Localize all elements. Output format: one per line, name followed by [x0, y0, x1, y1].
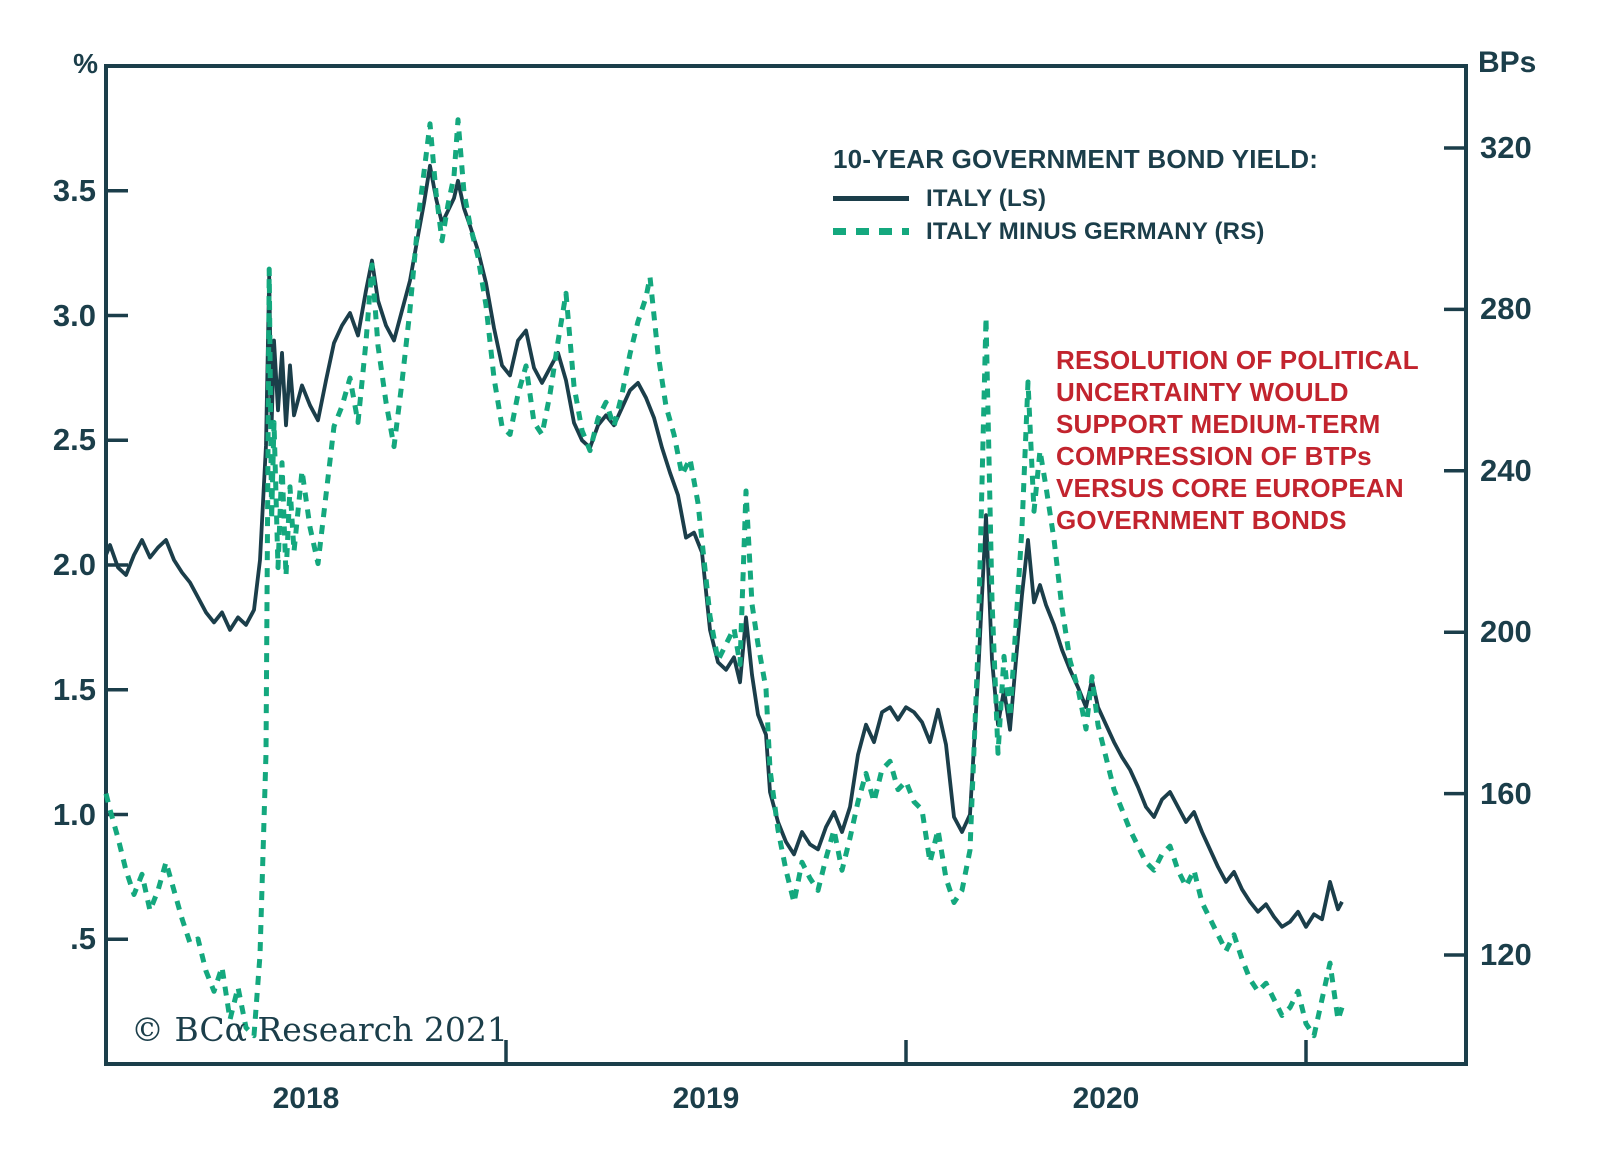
x-axis-year-label: 2019 [672, 1082, 740, 1115]
copyright-text: © BCα Research 2021 [131, 1010, 508, 1049]
italy-yield-line [104, 163, 1344, 929]
x-axis-year-label: 2018 [272, 1082, 340, 1115]
dashed-line-swatch [833, 228, 909, 235]
left-axis-unit: % [73, 48, 98, 79]
legend-item-label: ITALY MINUS GERMANY (RS) [926, 217, 1265, 245]
right-axis-tick-label: 200 [1480, 614, 1532, 650]
solid-line-swatch [833, 196, 909, 201]
annotation-text: RESOLUTION OF POLITICAL UNCERTAINTY WOUL… [1056, 345, 1419, 535]
right-axis-tick-label: 240 [1480, 452, 1532, 488]
left-axis-tick-label: .5 [70, 921, 96, 957]
left-axis-tick-label: 3.5 [52, 172, 96, 208]
right-axis-unit: BPs [1478, 46, 1537, 79]
right-axis-tick-label: 120 [1480, 937, 1532, 972]
legend-item-label: ITALY (LS) [926, 184, 1047, 212]
right-axis-tick-label: 280 [1480, 291, 1532, 327]
legend-item-italy: ITALY (LS) [833, 182, 1318, 215]
left-axis-tick-label: 1.5 [52, 671, 96, 707]
legend: 10-YEAR GOVERNMENT BOND YIELD: ITALY (LS… [833, 144, 1318, 248]
legend-title: 10-YEAR GOVERNMENT BOND YIELD: [833, 144, 1319, 174]
left-axis-tick-label: 2.0 [52, 547, 96, 582]
left-axis-tick-label: 2.5 [52, 422, 96, 458]
legend-item-italy-minus-germany: ITALY MINUS GERMANY (RS) [833, 215, 1318, 248]
right-axis-tick-label: 320 [1480, 130, 1532, 165]
left-axis-tick-label: 3.0 [52, 297, 96, 333]
italy-minus-germany-spread-line [103, 117, 1345, 1039]
right-axis-tick-label: 160 [1480, 775, 1532, 811]
x-axis-year-label: 2020 [1072, 1082, 1140, 1115]
left-axis-tick-label: 1.0 [52, 796, 96, 832]
